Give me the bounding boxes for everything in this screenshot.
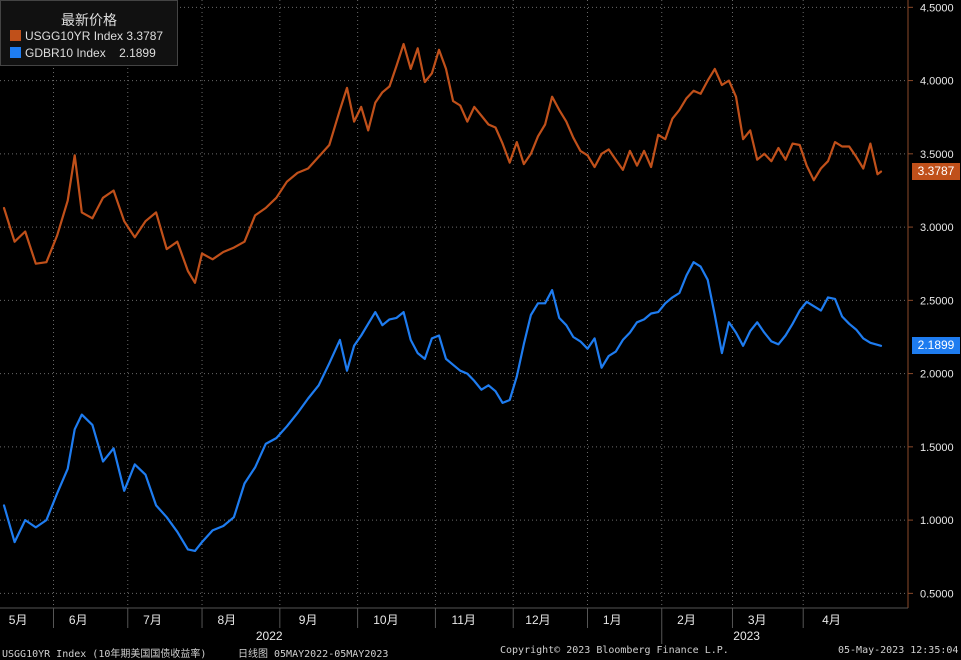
legend-series-name: GDBR10 Index [25, 46, 106, 60]
legend-title: 最新价格 [61, 12, 117, 28]
footer-period: 日线图 05MAY2022-05MAY2023 [238, 649, 389, 660]
legend-item-bund10y: GDBR10 Index 2.1899 [10, 46, 156, 60]
y-tick-label: 0.5000 [920, 588, 954, 600]
y-tick-label: 1.0000 [920, 515, 954, 527]
y-tick-label: 1.5000 [920, 442, 954, 454]
year-label: 2022 [256, 629, 283, 643]
legend-item-us10y: USGG10YR Index 3.3787 [10, 29, 163, 43]
footer-copyright: Copyright© 2023 Bloomberg Finance L.P. [500, 645, 729, 656]
x-tick-label: 11月 [451, 613, 475, 627]
x-tick-label: 2月 [677, 613, 696, 627]
x-tick-label: 10月 [373, 613, 398, 627]
y-tick-label: 4.5000 [920, 2, 954, 14]
legend: 最新价格 USGG10YR Index 3.3787 GDBR10 Index … [0, 0, 178, 66]
x-tick-label: 7月 [143, 613, 162, 627]
legend-series-value: 3.3787 [126, 29, 164, 43]
legend-series-value: 2.1899 [119, 46, 156, 60]
last-value-badge-bund10y: 2.1899 [912, 337, 960, 355]
x-axis: 5月 6月 7月 8月 9月 10月 11月 12月 1月 2月 3月 4月 2022 2023 [0, 607, 908, 644]
series-line-0 [2, 42, 883, 284]
series-line-1 [2, 261, 883, 552]
footer-series-desc: USGG10YR Index (10年期美国国债收益率) [2, 649, 207, 660]
footer-timestamp: 05-May-2023 12:35:04 [838, 645, 959, 656]
legend-swatch [10, 30, 21, 41]
gridlines [0, 0, 908, 608]
x-tick-label: 1月 [603, 613, 622, 627]
last-value-badge-us10y: 3.3787 [912, 163, 960, 181]
x-tick-label: 12月 [525, 613, 550, 627]
year-label: 2023 [733, 629, 760, 643]
x-tick-label: 8月 [217, 613, 236, 627]
y-tick-label: 4.0000 [920, 76, 954, 88]
legend-series-name: USGG10YR Index [25, 29, 124, 43]
x-tick-label: 3月 [748, 613, 767, 627]
y-tick-label: 2.5000 [920, 295, 954, 307]
y-tick-label: 2.0000 [920, 369, 954, 381]
x-tick-label: 9月 [299, 613, 318, 627]
x-tick-label: 5月 [9, 613, 28, 627]
legend-swatch [10, 47, 21, 58]
y-tick-label: 3.0000 [920, 222, 954, 234]
x-tick-label: 4月 [822, 613, 841, 627]
y-axis: 0.5000 1.0000 1.5000 2.0000 2.5000 3.0000 3.50… [907, 0, 954, 608]
y-tick-label: 3.5000 [920, 149, 954, 161]
series-lines [2, 42, 883, 552]
x-tick-label: 6月 [69, 613, 88, 627]
